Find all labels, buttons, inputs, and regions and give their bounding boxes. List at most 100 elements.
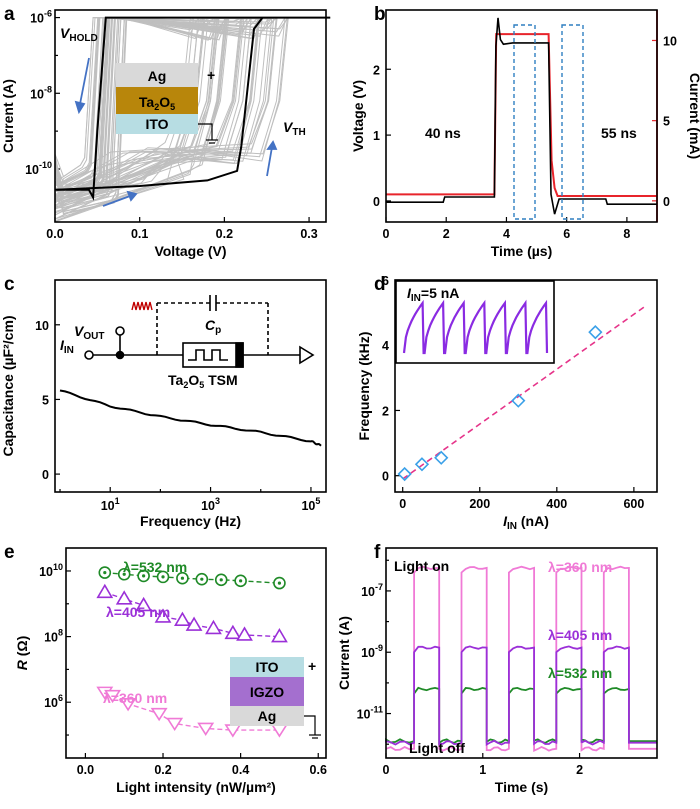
label-532-f: λ=532 nm [548, 665, 612, 681]
series-line [104, 571, 280, 584]
igzo-text: IGZO [250, 684, 284, 700]
data-point [150, 707, 168, 722]
x-tick-label: 0 [383, 763, 390, 777]
tick-base: 10 [357, 708, 371, 722]
x-tick-label: 0.0 [46, 227, 63, 241]
sweep-return-segment [56, 16, 264, 191]
x-tick-label: 6 [563, 227, 570, 241]
inset-spike-waveform [402, 299, 549, 355]
ito-text: ITO [145, 116, 168, 132]
x-axis-label: Voltage (V) [154, 243, 226, 259]
ground-wire [198, 123, 213, 140]
cycle-trace [54, 17, 227, 210]
data-point [185, 616, 203, 631]
y-axis-label-part: (Ω) [14, 636, 30, 660]
x-tick-label: 101 [101, 496, 120, 513]
cp-label: Cp [205, 317, 221, 336]
input-node [84, 350, 94, 360]
circuit-diagram [84, 295, 315, 368]
tick-base: 10 [25, 163, 39, 177]
y-tick-label: 106 [44, 693, 63, 710]
y-right-tick-label: 5 [663, 115, 670, 129]
x-tick-label: 0.4 [232, 763, 249, 777]
y-tick-label: 10-6 [30, 9, 52, 26]
panel-a-axes [54, 9, 327, 223]
cycle-trace [54, 17, 331, 200]
data-point-center [142, 574, 146, 578]
y-tick-label: 0 [382, 470, 389, 484]
y-tick-label: 2 [382, 404, 389, 418]
x-axis-label-part: (nA) [517, 513, 549, 529]
tick-exp: -6 [44, 9, 52, 19]
cycle-trace [54, 17, 220, 201]
data-point-center [161, 575, 165, 579]
tick-base: 10 [44, 631, 58, 645]
y-tick-label: 2 [373, 63, 380, 77]
cycle-trace [54, 17, 209, 201]
data-point [511, 393, 526, 408]
x-axis-label: IIN (nA) [503, 513, 549, 532]
spike-train-icon [131, 301, 153, 311]
cycle-trace [54, 17, 228, 222]
y-tick-label: 4 [382, 339, 389, 353]
y-tick-label: 1010 [39, 562, 63, 579]
data-point [397, 466, 412, 482]
data-point [197, 722, 215, 736]
cycle-trace [54, 17, 331, 207]
tick-exp: -11 [370, 705, 383, 715]
x-axis-label-part: I [503, 513, 508, 529]
ito-layer-e [230, 657, 304, 677]
fall-edge-box [561, 24, 584, 220]
data-point [414, 457, 430, 472]
vout-node [115, 326, 125, 336]
fall-time-label: 55 ns [601, 125, 637, 141]
rise-time-label: 40 ns [425, 125, 461, 141]
iin-label: IIN [60, 337, 74, 356]
igzo-layer [230, 677, 304, 706]
data-point [135, 596, 153, 612]
panel-a-label: a [4, 4, 15, 25]
x-tick-label: 0.1 [131, 227, 148, 241]
voltage-trace [386, 17, 657, 215]
x-axis-label: Frequency (Hz) [140, 513, 241, 529]
y-right-tick-label: 10 [663, 34, 677, 48]
panel-d-plot: 0 200 400 600 0 2 4 6 IIN (nA) Frequency (kHz) [356, 274, 646, 532]
tick-exp: 10 [53, 562, 63, 572]
x-tick-label: 0.2 [154, 763, 171, 777]
data-point-center [180, 576, 185, 580]
tick-exp: -7 [375, 582, 383, 592]
x-axis-label-part: IN [507, 521, 517, 532]
y-tick-label: 0 [42, 468, 49, 482]
ag-layer [116, 63, 198, 87]
arrow-up-head [266, 140, 278, 150]
cycle-trace [54, 17, 275, 193]
tick-exp: -10 [39, 160, 52, 170]
plus-sign: + [207, 67, 215, 83]
x-tick-label: 200 [469, 497, 490, 511]
y-right-axis-label: Current (mA) [687, 73, 700, 159]
panel-b-label: b [374, 4, 386, 25]
panel-c-label: c [4, 274, 15, 295]
arrow-down [79, 57, 90, 105]
y-axis-label: Current (A) [0, 79, 16, 153]
y-tick-label: 0 [373, 195, 380, 209]
vth-label: VTH [283, 119, 306, 138]
cycle-trace [54, 17, 218, 223]
y-tick-label: 1 [373, 129, 380, 143]
x-tick-label: 600 [623, 497, 644, 511]
ito-text-e: ITO [255, 659, 278, 675]
y-right-tick-label: 0 [663, 195, 670, 209]
cycle-trace [54, 17, 226, 222]
x-tick-label: 0.6 [310, 763, 327, 777]
x-axis-label: Time (s) [495, 779, 548, 795]
y-tick-label: 10-9 [361, 643, 383, 660]
data-point-center [277, 581, 282, 585]
cycle-trace [54, 17, 331, 209]
cycle-trace [54, 17, 331, 202]
x-tick-label: 0 [383, 227, 390, 241]
data-point [205, 619, 222, 635]
